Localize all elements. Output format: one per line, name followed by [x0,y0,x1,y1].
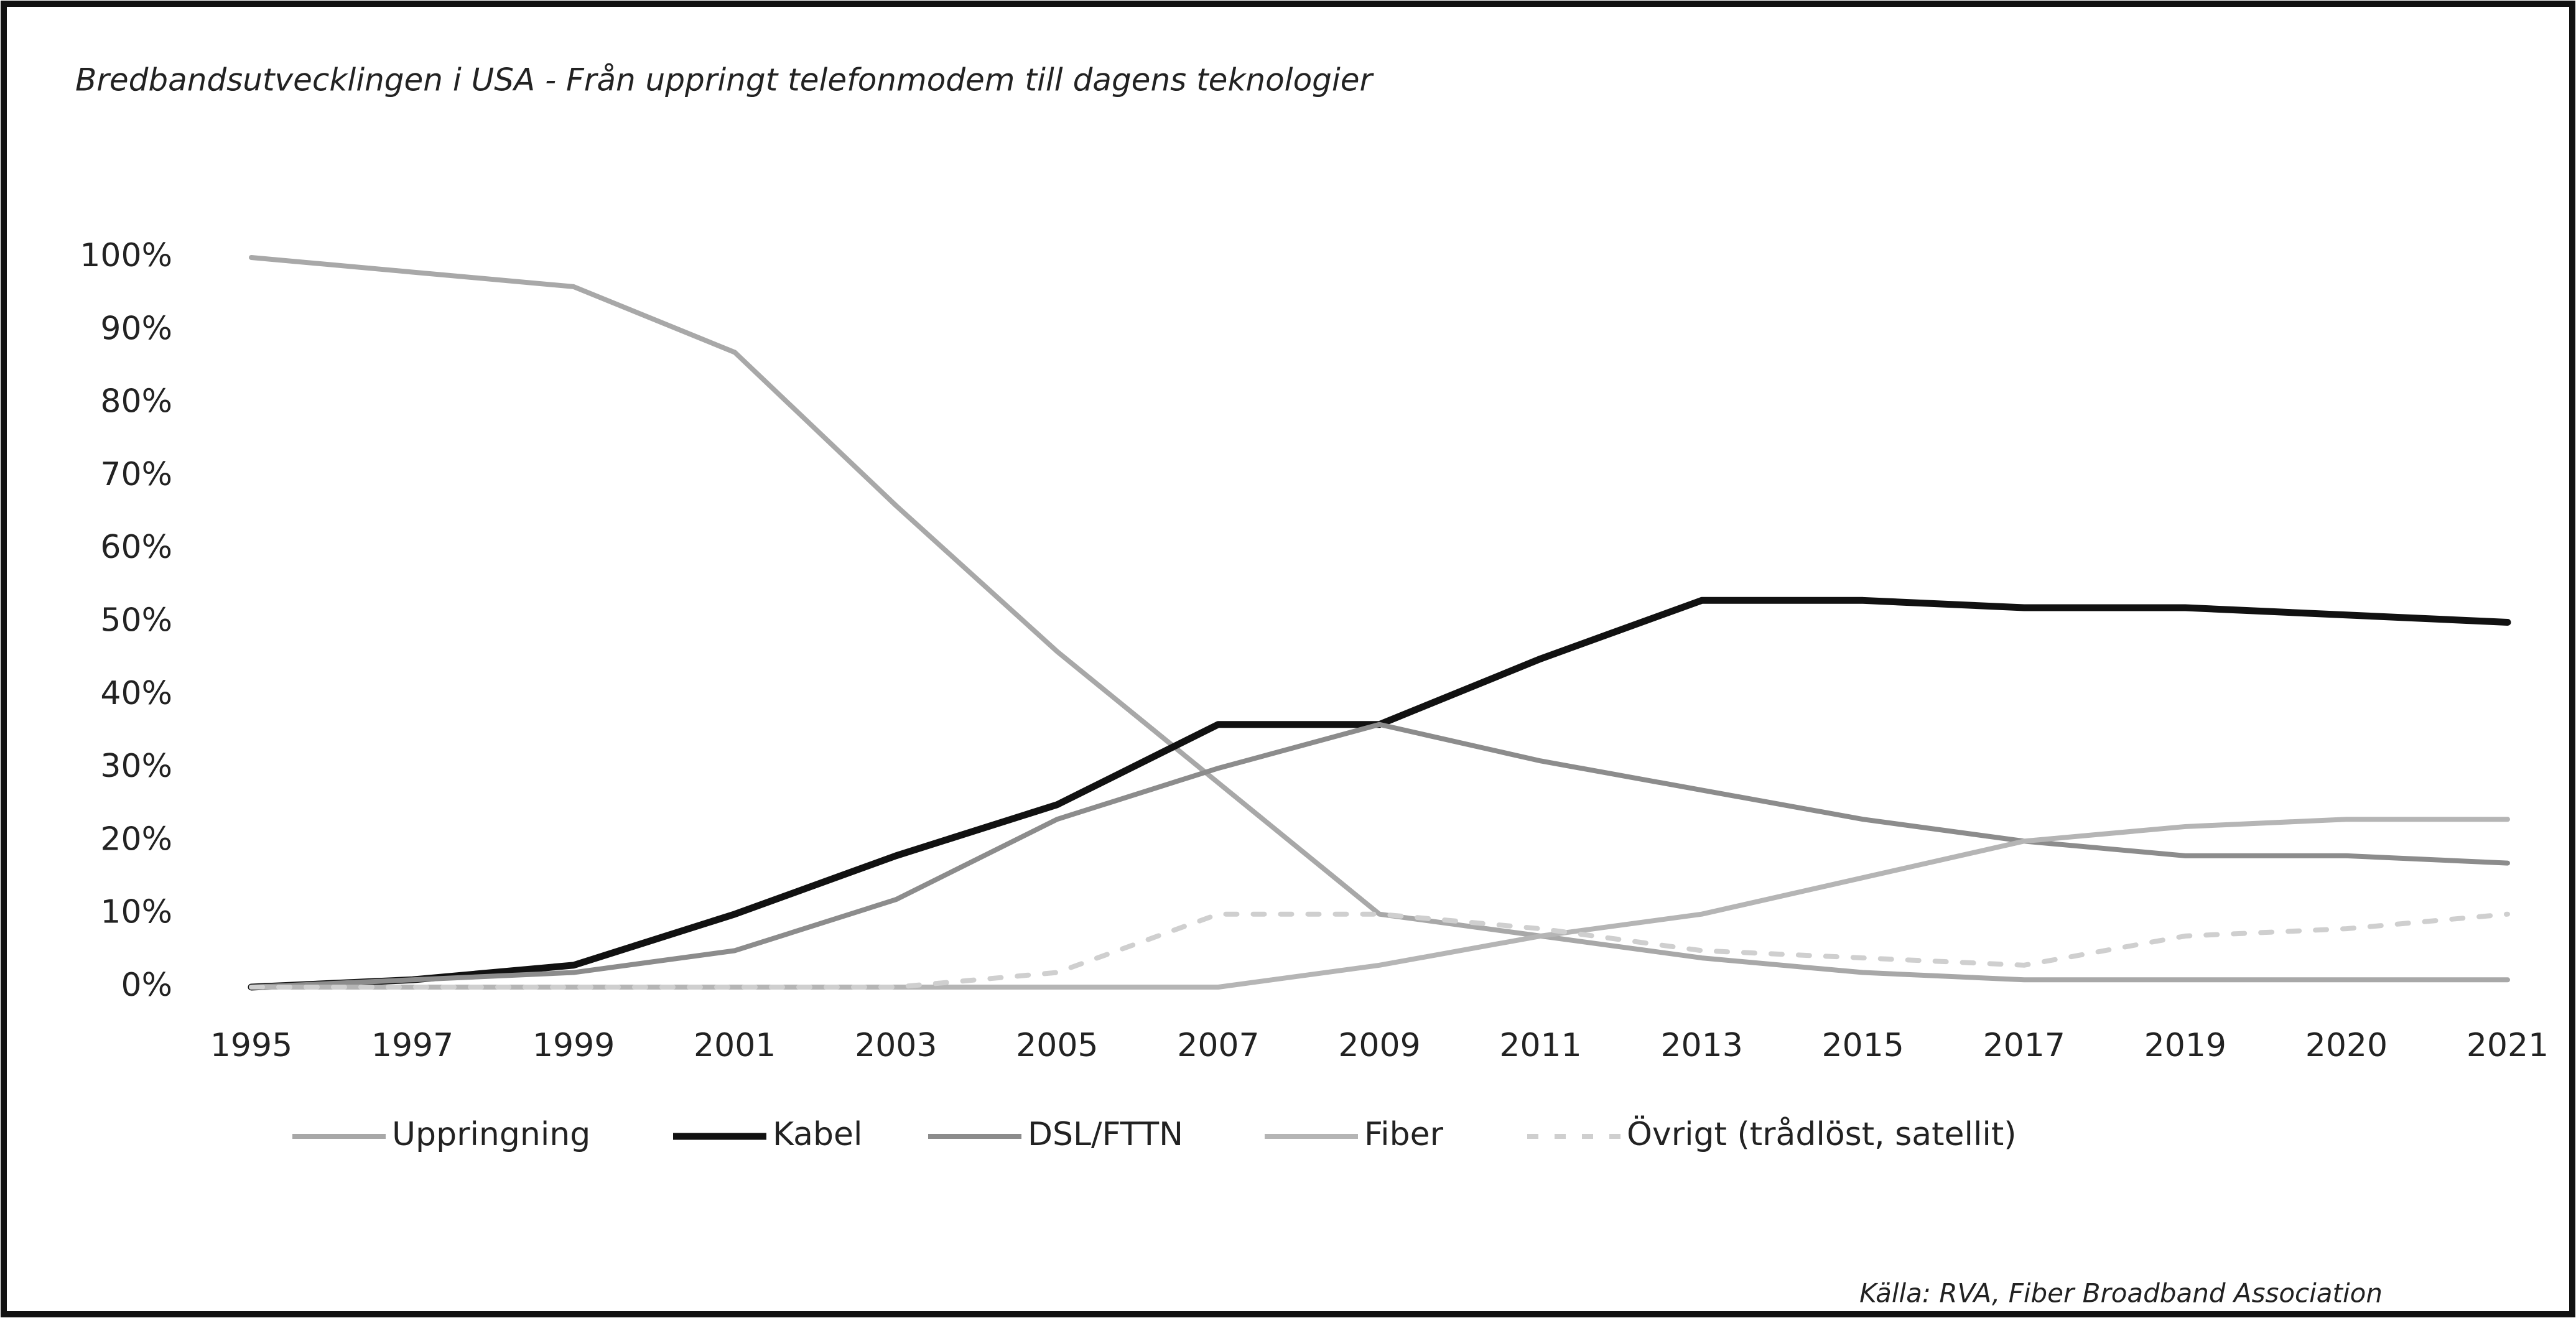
chart-title: Bredbandsutvecklingen i USA - Från uppri… [75,62,1375,98]
y-tick-label: 100% [80,237,172,274]
y-tick-label: 30% [100,748,172,785]
source: Källa: RVA, Fiber Broadband Association [1859,1278,2383,1309]
series-line [249,722,2510,990]
series-line [249,255,2510,983]
y-tick-label: 20% [100,820,172,858]
x-tick-label: 2009 [1338,1027,1420,1064]
x-tick-label: 2005 [1016,1027,1098,1064]
y-tick-label: 40% [100,675,172,712]
x-tick-label: 1997 [371,1027,453,1064]
x-tick-label: 2001 [694,1027,776,1064]
x-tick-label: 2013 [1660,1027,1742,1064]
series-line [249,817,2510,990]
x-tick-label: 2011 [1499,1027,1581,1064]
legend-label: Uppringning [392,1116,590,1153]
legend-label: DSL/FTTN [1028,1116,1183,1153]
y-tick-label: 50% [100,602,172,639]
y-tick-label: 60% [100,529,172,566]
x-tick-label: 1999 [532,1027,615,1064]
x-tick-label: 2019 [2144,1027,2226,1064]
legend-label: Övrigt (trådlöst, satellit) [1627,1115,2017,1153]
x-tick-label: 2020 [2305,1027,2388,1064]
x-tick-label: 2021 [2467,1027,2549,1064]
y-tick-label: 0% [121,967,173,1004]
y-tick-label: 10% [100,894,172,931]
series-line [249,911,2510,990]
x-tick-label: 2017 [1983,1027,2065,1064]
y-tick-label: 90% [100,310,172,347]
x-tick-label: 2015 [1822,1027,1904,1064]
legend-label: Kabel [773,1116,863,1153]
x-tick-label: 1995 [210,1027,292,1064]
x-tick-label: 2003 [855,1027,937,1064]
y-tick-label: 70% [100,456,172,493]
y-tick-label: 80% [100,383,172,420]
legend-label: Fiber [1364,1116,1444,1153]
x-tick-label: 2007 [1177,1027,1259,1064]
